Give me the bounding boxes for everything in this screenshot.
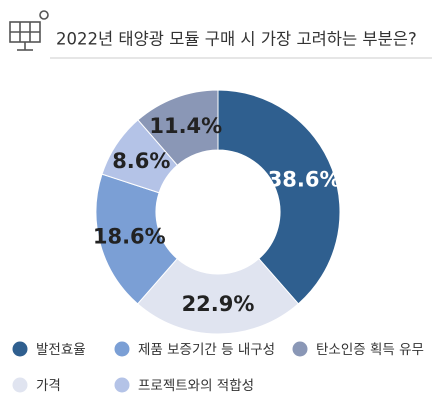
legend-label: 발전효율 xyxy=(36,342,86,358)
value-label: 8.6% xyxy=(112,149,170,173)
legend-label: 프로젝트와의 적합성 xyxy=(138,378,254,394)
value-label: 18.6% xyxy=(93,224,166,248)
legend-swatch xyxy=(12,341,28,357)
donut-slice xyxy=(136,257,300,335)
chart-title: 2022년 태양광 모듈 구매 시 가장 고려하는 부분은? xyxy=(56,30,417,49)
legend-label: 제품 보증기간 등 내구성 xyxy=(138,342,275,358)
donut-slice xyxy=(137,89,219,166)
solar-icon xyxy=(9,10,49,51)
legend-label: 탄소인증 획득 유무 xyxy=(316,342,424,358)
legend-swatch xyxy=(292,341,308,357)
legend-label: 가격 xyxy=(36,378,61,394)
legend-swatch xyxy=(12,377,28,393)
donut-slice xyxy=(217,89,341,305)
value-label: 38.6% xyxy=(268,168,341,192)
value-label: 22.9% xyxy=(182,292,255,316)
value-label: 11.4% xyxy=(149,114,222,138)
legend-swatch xyxy=(114,377,130,393)
legend-swatch xyxy=(114,341,130,357)
